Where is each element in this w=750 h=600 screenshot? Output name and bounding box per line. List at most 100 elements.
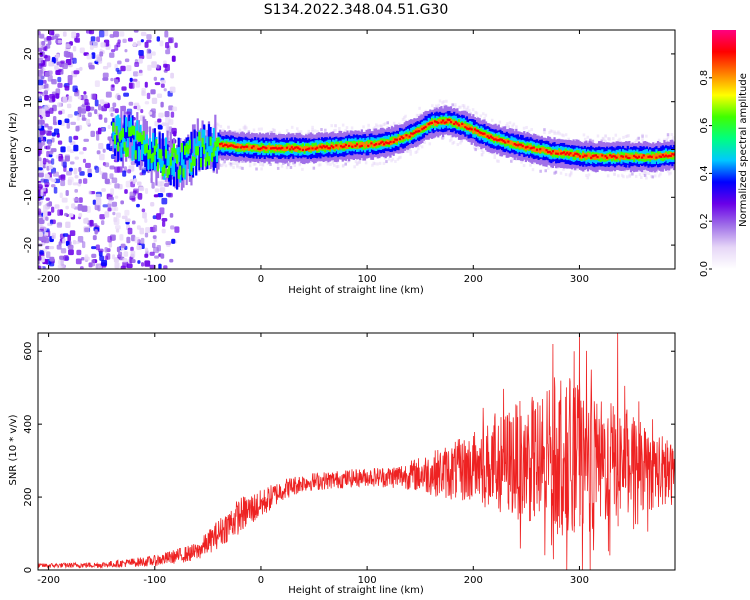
noise-cell (55, 53, 60, 59)
spectrogram-xtick-label: 300 (570, 274, 589, 285)
halo-cell (331, 159, 335, 163)
noise-cell (58, 175, 63, 180)
ridge-cell (201, 129, 204, 145)
noise-cell (61, 197, 68, 203)
halo-cell (474, 147, 477, 151)
ridge-cell (131, 122, 134, 157)
ridge-cell (155, 143, 158, 167)
halo-cell (655, 170, 658, 174)
halo-cell (238, 165, 242, 169)
noise-cell (51, 184, 56, 188)
ridge-cell (187, 145, 190, 155)
ridge-cell (241, 145, 244, 148)
noise-cell (170, 225, 175, 230)
halo-cell (233, 130, 237, 134)
ridge-cell (661, 153, 664, 157)
noise-cell (122, 257, 128, 263)
halo-cell (371, 163, 374, 167)
halo-cell (401, 117, 405, 121)
noise-cell (156, 36, 160, 42)
ridge-cell (196, 136, 199, 152)
halo-cell (127, 155, 131, 159)
noise-cell (56, 244, 62, 250)
ridge-cell (320, 146, 324, 149)
halo-cell (232, 165, 235, 169)
noise-cell (150, 108, 156, 114)
noise-cell (44, 104, 50, 110)
halo-cell (645, 134, 648, 138)
ridge-cell (637, 155, 641, 158)
noise-cell (113, 257, 119, 263)
halo-cell (641, 137, 644, 141)
noise-cell (92, 235, 97, 241)
ridge-cell (660, 153, 663, 158)
ridge-cell (609, 154, 612, 157)
noise-cell (40, 84, 44, 90)
noise-cell (38, 34, 45, 39)
noise-cell (164, 111, 170, 118)
snr-xtick-label: 200 (464, 575, 483, 586)
noise-cell (38, 172, 44, 178)
halo-cell (204, 128, 207, 132)
halo-cell (242, 126, 246, 130)
ridge-cell (470, 128, 473, 131)
ridge-cell (211, 137, 214, 153)
noise-cell (160, 79, 166, 84)
halo-cell (450, 134, 453, 138)
noise-cell (160, 253, 165, 259)
halo-cell (636, 137, 639, 141)
ridge-cell (215, 147, 219, 163)
halo-cell (329, 162, 332, 166)
noise-cell (55, 39, 59, 44)
ridge-cell (262, 146, 265, 149)
halo-cell (307, 129, 311, 133)
halo-cell (237, 161, 240, 165)
halo-cell (628, 174, 632, 178)
noise-cell (81, 108, 87, 114)
ridge-cell (572, 154, 575, 157)
ridge-cell (621, 155, 625, 158)
ridge-cell (448, 118, 451, 122)
ridge-cell (139, 135, 142, 171)
ridge-cell (434, 121, 437, 126)
noise-cell (96, 150, 101, 155)
noise-cell (139, 227, 145, 235)
ridge-cell (410, 132, 413, 137)
noise-cell (164, 182, 170, 187)
ridge-cell (389, 140, 392, 146)
halo-cell (637, 136, 640, 140)
halo-cell (659, 172, 662, 176)
ridge-cell (279, 144, 282, 150)
noise-cell (141, 208, 146, 213)
noise-cell (38, 157, 42, 162)
ridge-cell (631, 154, 634, 159)
noise-cell (90, 36, 96, 42)
noise-cell (138, 58, 143, 64)
ridge-cell (492, 138, 496, 141)
noise-cell (106, 62, 112, 68)
ridge-cell (618, 155, 621, 161)
ridge-cell (625, 153, 628, 158)
ridge-cell (523, 145, 526, 150)
noise-cell (163, 88, 167, 92)
halo-cell (460, 138, 463, 142)
snr-ytick-label: 600 (23, 342, 34, 361)
halo-cell (475, 115, 479, 119)
ridge-cell (199, 158, 203, 168)
noise-cell (52, 171, 59, 177)
ridge-cell (441, 119, 445, 122)
ridge-cell (556, 150, 559, 155)
ridge-cell (582, 152, 585, 157)
noise-cell (68, 176, 74, 183)
halo-cell (459, 141, 462, 145)
noise-cell (39, 115, 43, 120)
halo-cell (344, 129, 347, 133)
noise-cell (159, 187, 166, 193)
ridge-cell (663, 152, 666, 158)
ridge-cell (375, 143, 378, 146)
ridge-cell (271, 147, 274, 150)
ridge-cell (355, 143, 359, 146)
halo-cell (543, 131, 546, 135)
ridge-cell (217, 137, 220, 147)
noise-cell (116, 246, 120, 253)
